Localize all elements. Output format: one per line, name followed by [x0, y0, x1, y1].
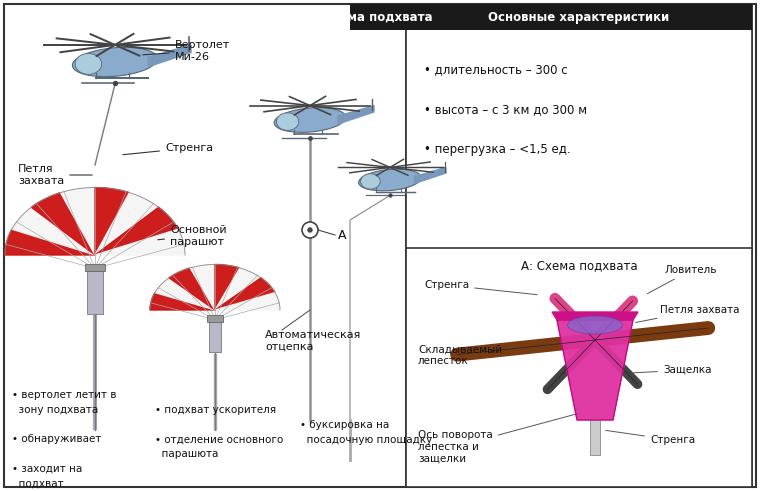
Circle shape — [302, 222, 318, 238]
Text: • буксировка на
  посадочную площадку: • буксировка на посадочную площадку — [300, 420, 432, 445]
Circle shape — [308, 228, 312, 232]
Polygon shape — [414, 167, 446, 184]
Text: Стренга: Стренга — [606, 431, 695, 445]
Bar — [406, 4, 752, 30]
Polygon shape — [95, 207, 178, 255]
Bar — [406, 4, 752, 487]
Text: Петля захвата: Петля захвата — [635, 305, 739, 323]
Text: А: Схема подхвата: А: Схема подхвата — [521, 260, 638, 273]
Ellipse shape — [72, 47, 157, 77]
Polygon shape — [95, 188, 129, 255]
Text: Складываемый
лепесток: Складываемый лепесток — [418, 344, 512, 366]
Polygon shape — [215, 265, 240, 310]
Text: Ловитель: Ловитель — [648, 265, 717, 294]
Text: Стренга: Стренга — [123, 143, 213, 155]
Text: Основные характеристики: Основные характеристики — [489, 10, 670, 24]
Ellipse shape — [274, 108, 346, 133]
Text: Вертолет
Ми-26: Вертолет Ми-26 — [143, 40, 230, 61]
Polygon shape — [61, 188, 95, 255]
Ellipse shape — [75, 54, 102, 74]
Polygon shape — [557, 320, 633, 420]
Polygon shape — [169, 268, 215, 310]
Polygon shape — [215, 278, 275, 310]
Bar — [406, 4, 752, 252]
Polygon shape — [95, 229, 185, 255]
Text: • длительность – 300 с: • длительность – 300 с — [424, 63, 568, 77]
Polygon shape — [215, 293, 280, 310]
Bar — [85, 264, 105, 271]
Bar — [350, 4, 406, 30]
Bar — [207, 315, 223, 322]
Polygon shape — [338, 106, 374, 124]
Bar — [406, 248, 752, 487]
Text: Ось поворота
лепестка и
защелки: Ось поворота лепестка и защелки — [418, 414, 578, 463]
Polygon shape — [215, 268, 261, 310]
Ellipse shape — [359, 169, 421, 191]
Polygon shape — [5, 229, 95, 255]
Polygon shape — [12, 207, 95, 255]
Text: • вертолет летит в
  зону подхвата

• обнаруживает

• заходит на
  подхват: • вертолет летит в зону подхвата • обнар… — [12, 390, 116, 489]
Text: Автоматическая
отцепка: Автоматическая отцепка — [265, 330, 361, 352]
Ellipse shape — [277, 113, 299, 131]
Bar — [590, 420, 600, 455]
Text: • высота – с 3 км до 300 м: • высота – с 3 км до 300 м — [424, 104, 587, 116]
Text: Петля
захвата: Петля захвата — [18, 164, 92, 186]
Text: А: А — [338, 228, 347, 242]
Text: Защелка: Защелка — [633, 365, 711, 375]
Text: • перегрузка – <1,5 ед.: • перегрузка – <1,5 ед. — [424, 143, 571, 157]
Polygon shape — [31, 192, 95, 255]
Polygon shape — [95, 192, 159, 255]
Polygon shape — [190, 265, 215, 310]
Text: Основной
парашют: Основной парашют — [158, 225, 226, 246]
Ellipse shape — [360, 174, 380, 189]
Bar — [209, 320, 221, 352]
Polygon shape — [150, 293, 215, 310]
Bar — [87, 269, 103, 313]
Text: Схема подхвата: Схема подхвата — [323, 10, 432, 24]
Ellipse shape — [568, 316, 622, 334]
Polygon shape — [148, 45, 191, 67]
Polygon shape — [552, 312, 638, 320]
Text: • подхват ускорителя

• отделение основного
  парашюта: • подхват ускорителя • отделение основно… — [155, 405, 283, 460]
Polygon shape — [155, 278, 215, 310]
Text: Стренга: Стренга — [424, 280, 537, 295]
